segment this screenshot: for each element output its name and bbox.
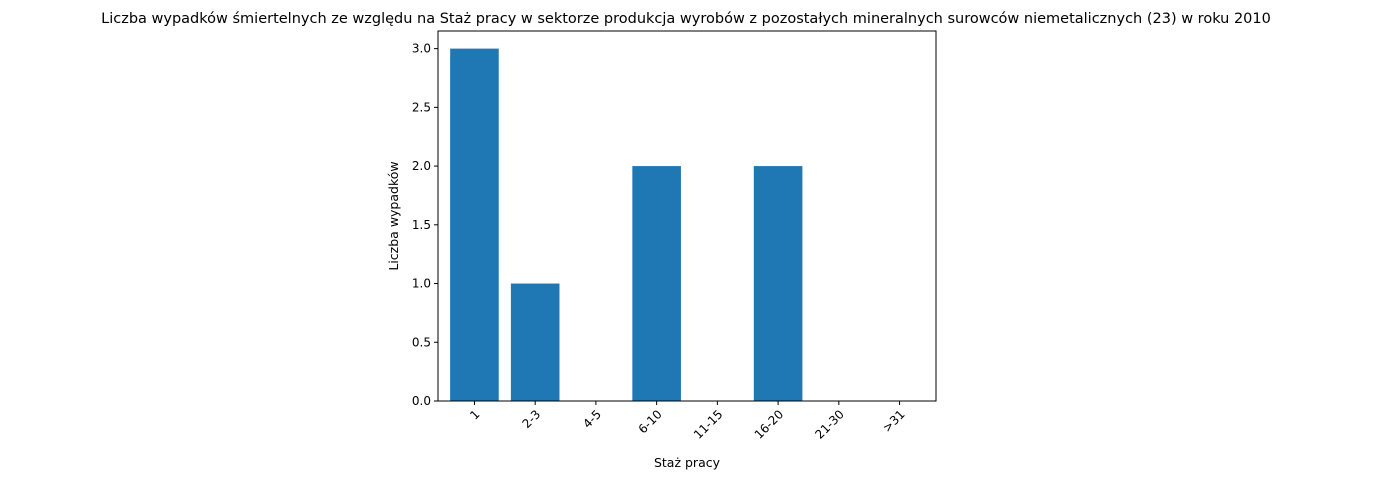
x-tick-label: 21-30	[812, 407, 847, 442]
x-tick-label: 4-5	[580, 407, 604, 431]
x-tick-label: >31	[880, 407, 908, 435]
x-tick-label: 2-3	[520, 407, 544, 431]
x-tick-label: 6-10	[636, 407, 665, 436]
x-axis: 1 2-3 4-5 6-10 11-15 16-20 21-30 >31	[467, 401, 908, 442]
y-tick-label: 2.5	[412, 100, 431, 114]
y-tick-label: 0.5	[412, 335, 431, 349]
bar-1	[450, 48, 499, 402]
x-axis-label: Staż pracy	[654, 455, 721, 470]
y-tick-label: 3.0	[412, 42, 431, 56]
bar-16-20	[753, 166, 803, 401]
y-tick-label: 0.0	[412, 394, 431, 408]
chart-title: Liczba wypadków śmiertelnych ze względu …	[101, 11, 1271, 27]
y-tick-label: 1.0	[412, 277, 431, 291]
bar-6-10	[632, 166, 681, 401]
y-axis: 0.0 0.5 1.0 1.5 2.0 2.5 3.0	[412, 42, 438, 408]
x-tick-label: 1	[467, 407, 482, 422]
x-tick-label: 16-20	[752, 407, 787, 442]
plot-area: 0.0 0.5 1.0 1.5 2.0 2.5 3.0 1 2-3 4-5 6-10 11-15 16…	[412, 30, 937, 442]
y-tick-label: 2.0	[412, 159, 431, 173]
plot-frame	[437, 30, 937, 402]
x-tick-label: 11-15	[691, 407, 726, 442]
y-tick-label: 1.5	[412, 218, 431, 232]
bar-2-3	[510, 283, 560, 401]
y-axis-label: Liczba wypadków	[386, 161, 401, 270]
bars	[450, 48, 803, 402]
